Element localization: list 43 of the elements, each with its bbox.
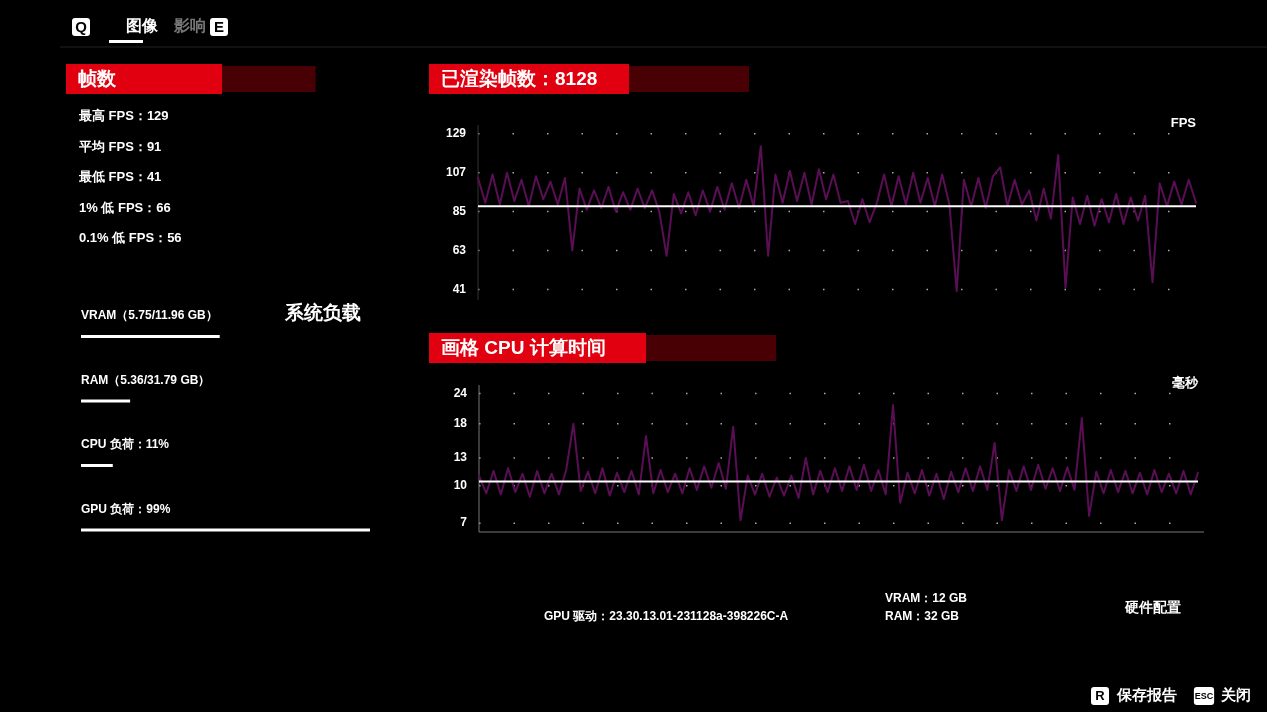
y-tick-label: 7 (460, 515, 468, 530)
text: 影响 (173, 17, 206, 35)
text: ESC (1194, 691, 1214, 702)
text: 0.1% 低 FPS：56 (79, 230, 182, 246)
text: 保存报告 (1116, 685, 1177, 703)
y-axis-title: FPS (1170, 115, 1197, 131)
text: RAM：32 GB (885, 609, 960, 624)
text: GPU 驱动：23.30.13.01-231128a-398226C-A (544, 609, 789, 624)
bar (81, 335, 220, 338)
text: 关闭 (1220, 685, 1251, 703)
y-tick-label: 41 (452, 281, 467, 296)
text: 硬件配置 (1124, 598, 1181, 615)
y-tick-label: RAM（5.36/31.79 GB） (81, 372, 211, 387)
text: 图像 (126, 17, 159, 35)
y-tick-label: 10 (453, 477, 468, 492)
y-axis-title: 毫秒 (1172, 375, 1199, 391)
line-series (478, 404, 1199, 522)
chart-title: 画格 CPU 计算时间 (441, 337, 606, 359)
text: VRAM：12 GB (885, 591, 968, 606)
text: Q (75, 17, 88, 35)
text: 1% 低 FPS：66 (79, 199, 171, 215)
line-series (477, 145, 1197, 293)
bar (81, 464, 113, 467)
y-tick-label: 63 (452, 242, 467, 257)
y-tick-label: 24 (453, 385, 468, 400)
bar (81, 528, 370, 532)
text: 平均 FPS：91 (78, 138, 162, 154)
y-tick-label: 13 (453, 450, 468, 465)
y-tick-label: 18 (453, 415, 468, 430)
y-tick-label: VRAM（5.75/11.96 GB） (81, 308, 218, 323)
y-tick-label: 129 (445, 126, 467, 141)
y-tick-label: GPU 负荷：99% (81, 501, 171, 516)
y-tick-label: CPU 负荷：11% (81, 437, 170, 452)
y-tick-label: 85 (452, 203, 467, 218)
y-tick-label: 107 (445, 164, 467, 179)
text: 最低 FPS：41 (78, 169, 162, 185)
text: R (1095, 688, 1106, 704)
text: 帧数 (78, 68, 117, 90)
chart-title: 已渲染帧数：8128 (441, 68, 598, 90)
text: 系统负载 (284, 302, 361, 324)
bar (81, 399, 131, 403)
text: E (213, 17, 225, 35)
text: 最高 FPS：129 (78, 108, 169, 124)
